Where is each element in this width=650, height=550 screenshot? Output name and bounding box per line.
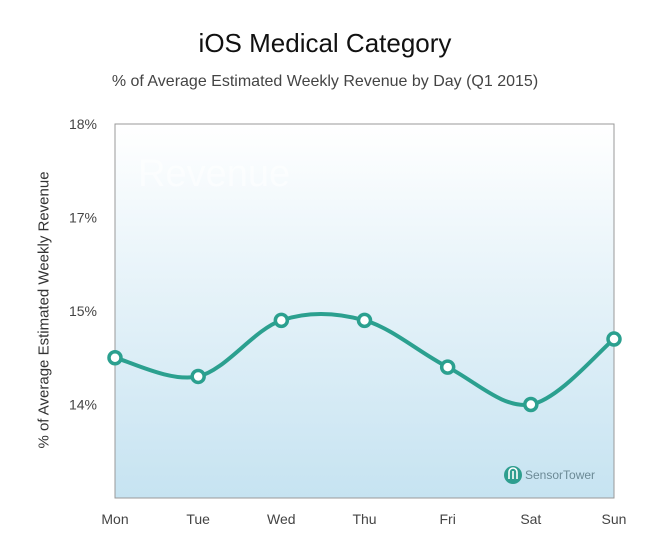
- chart-title: iOS Medical Category: [198, 28, 452, 58]
- plot-area: [114, 123, 615, 499]
- watermark-text: Revenue: [138, 153, 290, 195]
- x-tick-label: Tue: [186, 511, 210, 527]
- x-axis-ticks: Mon Tue Wed Thu Fri Sat Sun: [101, 511, 626, 527]
- x-tick-label: Sat: [520, 511, 541, 527]
- x-tick-label: Wed: [267, 511, 296, 527]
- brand-label: SensorTower: [525, 468, 595, 482]
- x-tick-label: Sun: [602, 511, 627, 527]
- data-point-sun[interactable]: [606, 331, 622, 347]
- data-point-mon[interactable]: [107, 350, 123, 366]
- sensor-tower-glyph-icon: [508, 467, 518, 479]
- x-tick-label: Thu: [352, 511, 376, 527]
- data-point-sat[interactable]: [523, 396, 539, 413]
- y-tick-label: 18%: [69, 116, 97, 132]
- x-tick-label: Mon: [101, 511, 128, 527]
- data-point-thu[interactable]: [356, 312, 373, 329]
- y-axis-ticks: 18% 17% 15% 14%: [69, 116, 97, 413]
- y-tick-label: 17%: [69, 210, 97, 226]
- data-point-fri[interactable]: [439, 359, 456, 375]
- sensor-tower-brand: SensorTower: [504, 466, 595, 484]
- x-tick-label: Fri: [440, 511, 456, 527]
- data-point-tue[interactable]: [190, 368, 206, 385]
- y-tick-label: 14%: [69, 397, 97, 413]
- data-points: [107, 312, 622, 413]
- chart-subtitle: % of Average Estimated Weekly Revenue by…: [111, 73, 539, 90]
- data-point-wed[interactable]: [273, 312, 290, 329]
- y-tick-label: 15%: [69, 303, 97, 319]
